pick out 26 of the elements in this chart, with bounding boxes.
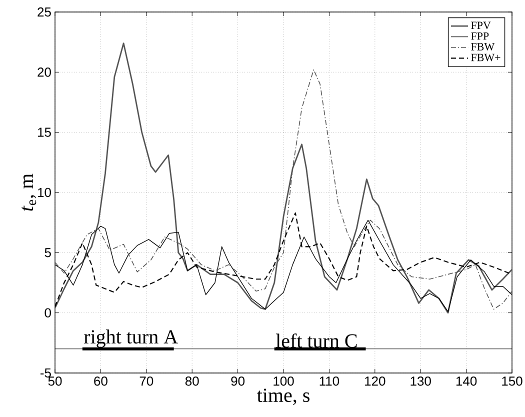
x-tick-label: 70 bbox=[140, 376, 154, 386]
y-tick-label: 25 bbox=[38, 7, 51, 17]
x-tick-label: 100 bbox=[274, 376, 294, 386]
y-tick-label: 20 bbox=[38, 68, 51, 77]
y-tick-label: -5 bbox=[40, 368, 51, 378]
annotation: left turn C bbox=[276, 333, 357, 348]
x-tick-label: 140 bbox=[456, 376, 477, 386]
y-axis-title: t$_{e}$, m bbox=[22, 174, 36, 211]
x-tick-label: 80 bbox=[185, 376, 199, 386]
legend-label: FBW+ bbox=[471, 54, 500, 62]
y-tick-label: 10 bbox=[38, 188, 51, 198]
x-tick-label: 150 bbox=[502, 376, 522, 386]
x-tick-label: 90 bbox=[231, 376, 245, 386]
x-axis-title: time, s bbox=[257, 388, 310, 405]
legend-label: FPP bbox=[471, 32, 489, 40]
y-tick-label: 5 bbox=[44, 248, 51, 258]
y-tick-label: 0 bbox=[44, 308, 51, 318]
legend-label: FBW bbox=[471, 43, 495, 51]
x-tick-label: 110 bbox=[320, 376, 340, 386]
y-tick-label: 15 bbox=[38, 128, 51, 137]
x-tick-label: 120 bbox=[365, 376, 386, 386]
legend-label: FPV bbox=[471, 22, 491, 30]
x-tick-label: 130 bbox=[410, 376, 431, 386]
annotation: right turn A bbox=[84, 330, 178, 348]
x-tick-label: 50 bbox=[48, 376, 62, 386]
x-tick-label: 60 bbox=[94, 376, 108, 386]
